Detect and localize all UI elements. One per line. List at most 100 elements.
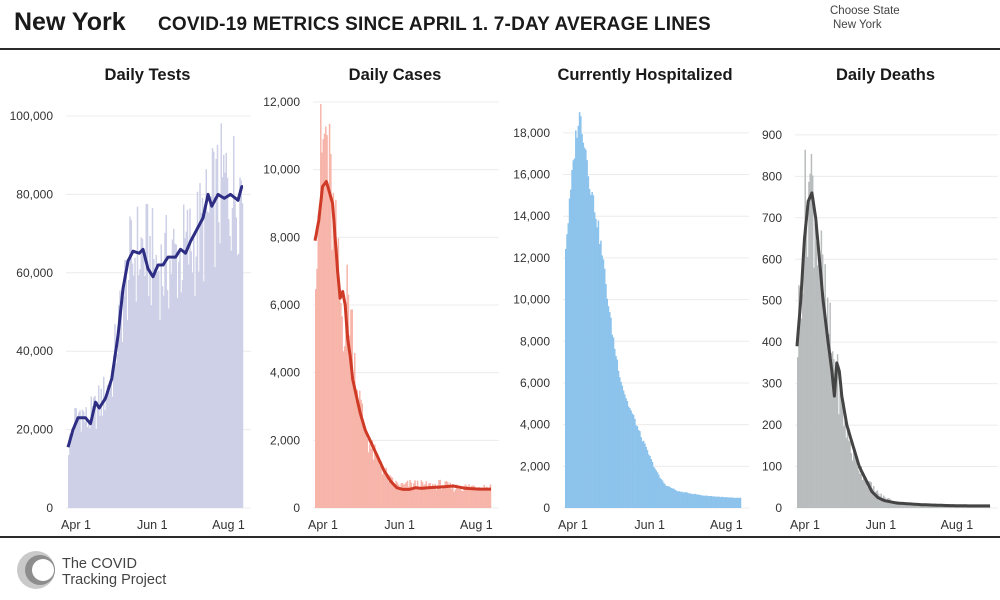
daily-bar [364, 429, 366, 508]
daily-bar [851, 460, 854, 508]
daily-bar [333, 217, 336, 508]
y-tick-label: 16,000 [513, 168, 550, 182]
daily-bar [86, 427, 89, 508]
daily-bar [722, 496, 724, 508]
daily-bar [341, 316, 343, 508]
daily-bar [629, 408, 631, 508]
daily-bar [88, 422, 90, 508]
y-tick-label: 20,000 [16, 423, 53, 437]
daily-bar [391, 477, 394, 508]
daily-bar [375, 454, 377, 508]
daily-bar [729, 497, 732, 508]
daily-bar [665, 486, 668, 508]
daily-bar [647, 454, 650, 508]
choose-state-selector[interactable]: Choose State New York [830, 4, 900, 32]
daily-bar [128, 280, 130, 508]
daily-bar [335, 199, 337, 508]
y-tick-label: 14,000 [513, 209, 550, 223]
daily-bar [343, 346, 346, 508]
daily-bar [853, 446, 855, 508]
daily-bar [488, 489, 490, 508]
daily-bar [715, 496, 718, 508]
y-tick-label: 40,000 [16, 344, 53, 358]
daily-bar [109, 388, 111, 508]
daily-bar [568, 198, 571, 508]
charts-area: Daily Tests 0 20,000 40,000 60,000 80,000 100,… [10, 66, 998, 532]
daily-bar [655, 470, 658, 508]
seven-day-average-line [795, 191, 991, 508]
daily-bar [605, 283, 607, 508]
daily-bar [161, 286, 164, 508]
daily-bar [181, 280, 184, 508]
daily-bar [877, 493, 880, 508]
daily-bar [90, 396, 92, 508]
chart-title: Daily Cases [349, 66, 442, 84]
daily-bar [113, 355, 115, 508]
daily-bar [150, 305, 152, 508]
x-tick-label: Jun 1 [384, 518, 415, 532]
daily-bar [468, 484, 470, 508]
daily-bar [833, 359, 835, 508]
daily-bar [856, 467, 859, 508]
daily-bar [867, 481, 870, 508]
daily-bar [80, 431, 82, 508]
y-tick-label: 0 [543, 501, 550, 515]
daily-bar [675, 490, 678, 508]
daily-bar [230, 250, 232, 508]
y-tick-label: 200 [762, 418, 782, 432]
daily-bar [369, 444, 371, 508]
daily-bar [111, 396, 114, 508]
daily-bar [453, 491, 455, 508]
daily-bar [359, 390, 361, 508]
daily-bar [703, 495, 705, 508]
daily-bar [175, 244, 177, 508]
daily-bar [723, 497, 725, 508]
daily-bar [419, 489, 421, 508]
daily-bar [338, 293, 341, 508]
daily-bar [191, 272, 194, 508]
daily-bar [141, 238, 144, 508]
daily-bar [609, 311, 611, 508]
daily-bar [81, 409, 84, 508]
daily-bar [806, 256, 809, 508]
daily-bar [712, 496, 714, 508]
daily-bar [734, 497, 737, 508]
daily-bar [426, 487, 429, 508]
daily-bar [356, 389, 358, 508]
logo-text-line2: Tracking Project [62, 572, 167, 588]
daily-bar [348, 335, 351, 508]
daily-bar [337, 238, 340, 508]
daily-bar [151, 208, 154, 508]
daily-bar [487, 488, 489, 508]
y-tick-label: 6,000 [520, 376, 550, 390]
daily-bar [315, 289, 317, 508]
y-tick-label: 8,000 [270, 230, 300, 244]
daily-bar [593, 212, 596, 508]
daily-bar [588, 189, 591, 508]
daily-bar [844, 419, 846, 508]
choose-state-value: New York [833, 19, 882, 31]
daily-bar [228, 219, 230, 508]
daily-bar [616, 359, 619, 508]
x-tick-label: Jun 1 [634, 518, 665, 532]
daily-bar [138, 275, 140, 508]
daily-bar [131, 263, 134, 508]
daily-bar [316, 268, 318, 508]
daily-bar [819, 276, 821, 508]
daily-bar [848, 440, 850, 508]
daily-bar [814, 223, 816, 508]
daily-bar [321, 152, 323, 508]
daily-bar [612, 337, 615, 508]
daily-bar [382, 471, 385, 508]
daily-bar [478, 487, 480, 508]
daily-bar [718, 496, 720, 508]
daily-bar [190, 251, 192, 508]
daily-bar [418, 487, 420, 508]
daily-bar [340, 302, 342, 508]
daily-bar [224, 172, 226, 508]
y-tick-label: 400 [762, 335, 782, 349]
daily-bar [798, 285, 800, 508]
daily-bar [216, 144, 219, 508]
daily-bar [477, 487, 479, 508]
daily-bar [188, 264, 190, 508]
